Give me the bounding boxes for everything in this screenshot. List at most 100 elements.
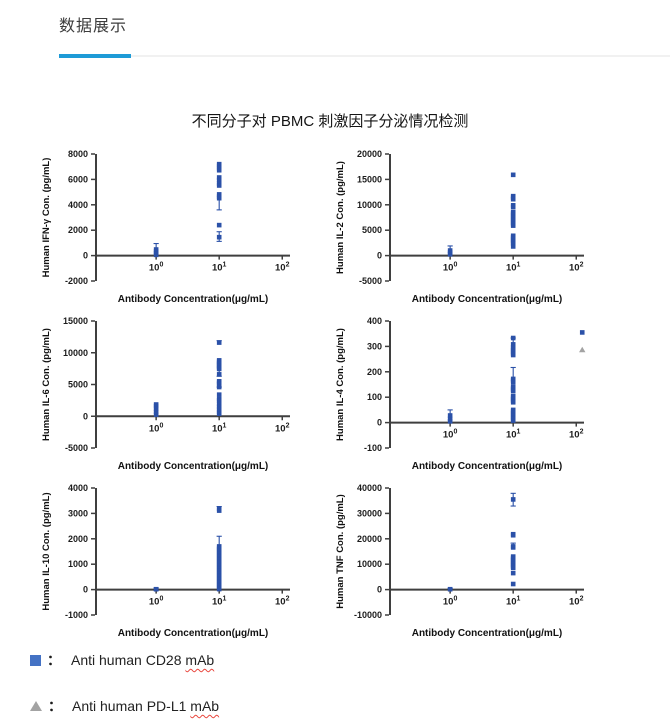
svg-text:2000: 2000: [68, 534, 88, 544]
data-point-square: [216, 222, 222, 228]
data-point-square: [510, 565, 516, 571]
svg-text:10000: 10000: [357, 559, 382, 569]
svg-text:Human IFN-γ Con. (pg/mL): Human IFN-γ Con. (pg/mL): [41, 158, 52, 278]
data-point-square: [510, 532, 516, 538]
svg-text:0: 0: [377, 585, 382, 595]
svg-text:400: 400: [367, 316, 382, 326]
legend-label: Anti human PD-L1 mAb: [72, 698, 220, 714]
svg-text:100: 100: [443, 262, 458, 274]
data-point-square: [510, 172, 516, 178]
svg-text:-5000: -5000: [359, 276, 382, 286]
svg-text:102: 102: [275, 422, 290, 434]
data-point-square: [216, 586, 222, 592]
data-point-square: [216, 392, 222, 397]
svg-text:0: 0: [83, 585, 88, 595]
svg-text:101: 101: [506, 596, 521, 608]
plot-il-6: -5000 0 5000 10000 15000 100 101 102 Antibody Co…: [41, 316, 290, 472]
data-point-square: [510, 388, 516, 394]
data-point-square: [153, 402, 159, 407]
chart-il-4: -100 0 100 200 300 400 100 101 102 Antibody Conce…: [332, 308, 626, 475]
data-point-square: [510, 196, 516, 202]
data-point-square: [510, 581, 516, 587]
svg-text:Antibody Concentration(μg/mL): Antibody Concentration(μg/mL): [118, 294, 269, 305]
chart-il-10: -1000 0 1000 2000 3000 4000 100 101 102 Antibody …: [38, 475, 332, 642]
svg-text:101: 101: [212, 262, 227, 274]
svg-text:300: 300: [367, 341, 382, 351]
data-point-square: [510, 497, 516, 502]
data-point-square: [216, 340, 222, 345]
plot-tnf: -10000 0 10000 20000 30000 40000 100 101 102 Anti…: [335, 483, 584, 639]
data-point-square: [153, 409, 159, 415]
plot-il-4: -100 0 100 200 300 400 100 101 102 Antibody Conce…: [335, 316, 586, 472]
svg-text:0: 0: [83, 411, 88, 421]
svg-text:15000: 15000: [63, 316, 88, 326]
svg-text:10000: 10000: [357, 200, 382, 210]
svg-text:8000: 8000: [68, 149, 88, 159]
data-point-square: [447, 416, 453, 422]
data-point-square: [510, 335, 516, 341]
data-point-square: [216, 177, 222, 183]
legend-item: ： Anti human CD28 mAb: [30, 650, 219, 670]
data-point-square: [216, 175, 222, 180]
svg-text:5000: 5000: [68, 380, 88, 390]
svg-text:-100: -100: [364, 443, 382, 453]
svg-text:3000: 3000: [68, 508, 88, 518]
chart-tnf: -10000 0 10000 20000 30000 40000 100 101 102 Anti…: [332, 475, 626, 642]
svg-text:Human IL-6 Con. (pg/mL): Human IL-6 Con. (pg/mL): [41, 328, 52, 441]
svg-text:100: 100: [367, 392, 382, 402]
svg-text:4000: 4000: [68, 483, 88, 493]
svg-text:Antibody Concentration(μg/mL): Antibody Concentration(μg/mL): [412, 294, 563, 305]
svg-text:4000: 4000: [68, 200, 88, 210]
chart-ifn-gamma: -2000 0 2000 4000 6000 8000 100 101 102 Antibody …: [38, 141, 332, 308]
svg-text:Human TNF Con. (pg/mL): Human TNF Con. (pg/mL): [335, 494, 346, 609]
divider-accent-bar: [59, 54, 131, 58]
svg-text:Antibody Concentration(μg/mL): Antibody Concentration(μg/mL): [412, 628, 563, 639]
data-point-square: [447, 586, 453, 592]
data-point-square: [447, 413, 453, 418]
svg-text:1000: 1000: [68, 559, 88, 569]
data-point-square: [510, 570, 516, 576]
data-point-square: [510, 241, 516, 246]
divider-gray-line: [131, 55, 670, 57]
data-point-square: [510, 342, 516, 347]
legend: ： Anti human CD28 mAb ： Anti human PD-L1 mA…: [30, 650, 219, 728]
data-point-square: [447, 248, 453, 253]
svg-text:200: 200: [367, 367, 382, 377]
data-point-square: [216, 411, 222, 417]
data-point-square: [510, 352, 516, 358]
svg-text:Human IL-2 Con. (pg/mL): Human IL-2 Con. (pg/mL): [335, 161, 346, 274]
svg-text:102: 102: [569, 596, 584, 608]
data-point-square: [579, 330, 585, 335]
data-point-square: [153, 406, 159, 412]
chart-il-2: -5000 0 5000 10000 15000 20000 100 101 102 Antibo…: [332, 141, 626, 308]
svg-text:Antibody Concentration(μg/mL): Antibody Concentration(μg/mL): [412, 461, 563, 472]
data-point-square: [447, 419, 453, 424]
svg-text:102: 102: [569, 262, 584, 274]
data-point-square: [153, 412, 159, 417]
legend-colon: ：: [47, 652, 61, 668]
plot-il-10: -1000 0 1000 2000 3000 4000 100 101 102 Antibody …: [41, 483, 290, 639]
svg-text:-2000: -2000: [65, 276, 88, 286]
plot-ifn-gamma: -2000 0 2000 4000 6000 8000 100 101 102 Antibody …: [41, 149, 290, 305]
triangle-marker-icon: [30, 701, 42, 711]
svg-text:100: 100: [149, 596, 164, 608]
svg-text:100: 100: [443, 596, 458, 608]
svg-text:Human IL-4 Con. (pg/mL): Human IL-4 Con. (pg/mL): [335, 328, 346, 441]
data-point-square: [216, 404, 222, 410]
data-point-square: [510, 418, 516, 423]
data-point-square: [216, 401, 222, 407]
data-point-square: [216, 384, 222, 390]
data-point-square: [216, 398, 222, 403]
svg-text:Human IL-10 Con. (pg/mL): Human IL-10 Con. (pg/mL): [41, 492, 52, 610]
data-point-square: [510, 399, 516, 405]
data-point-square: [216, 183, 222, 188]
data-point-triangle: [579, 346, 586, 353]
svg-text:100: 100: [149, 262, 164, 274]
data-point-square: [216, 167, 222, 173]
data-point-square: [153, 586, 159, 592]
svg-text:6000: 6000: [68, 174, 88, 184]
svg-text:5000: 5000: [362, 225, 382, 235]
svg-text:20000: 20000: [357, 149, 382, 159]
charts-grid: -2000 0 2000 4000 6000 8000 100 101 102 Antibody …: [38, 141, 630, 642]
